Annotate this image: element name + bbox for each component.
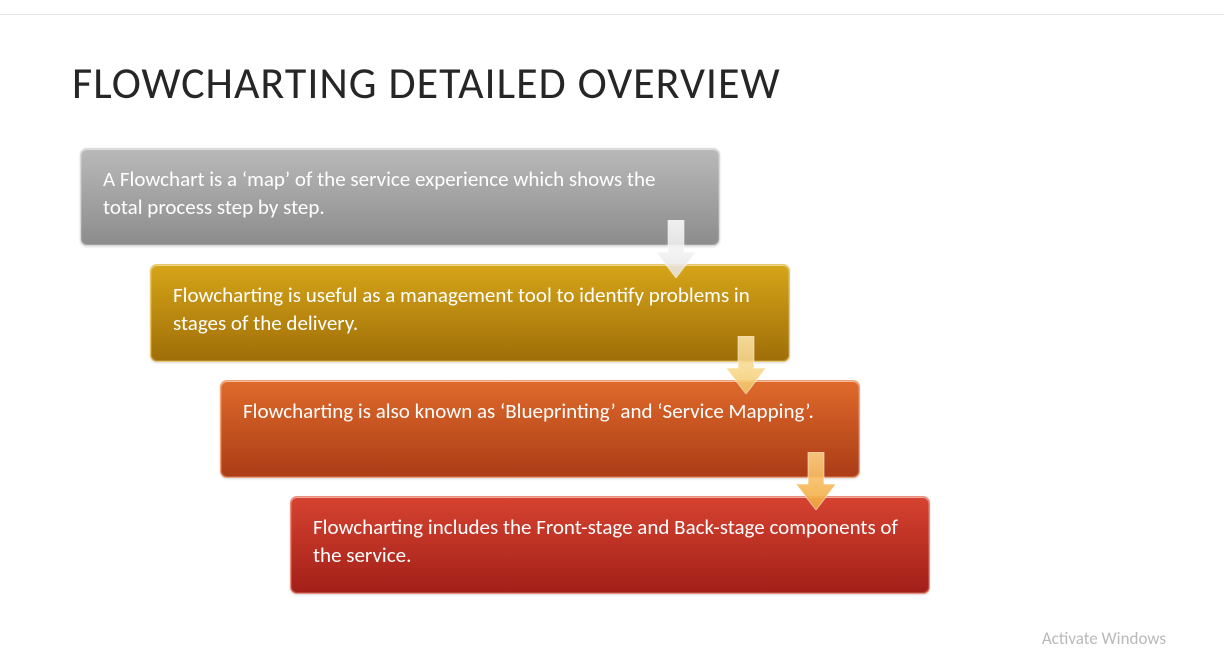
process-step-text: Flowcharting is also known as ‘Blueprint… (243, 398, 814, 424)
down-arrow-icon (656, 220, 696, 278)
process-step-2: Flowcharting is useful as a management t… (150, 264, 790, 362)
down-arrow-icon (796, 452, 836, 510)
process-step-text: Flowcharting is useful as a management t… (173, 282, 750, 336)
process-step-1: A Flowchart is a ‘map’ of the service ex… (80, 148, 720, 246)
page-title: FLOWCHARTING DETAILED OVERVIEW (72, 56, 781, 110)
process-step-text: A Flowchart is a ‘map’ of the service ex… (103, 166, 655, 220)
process-step-4: Flowcharting includes the Front-stage an… (290, 496, 930, 594)
windows-activation-watermark: Activate Windows (1042, 628, 1166, 649)
process-step-3: Flowcharting is also known as ‘Blueprint… (220, 380, 860, 478)
process-step-text: Flowcharting includes the Front-stage an… (313, 514, 898, 568)
down-arrow-icon (726, 336, 766, 394)
top-hairline (0, 14, 1224, 15)
